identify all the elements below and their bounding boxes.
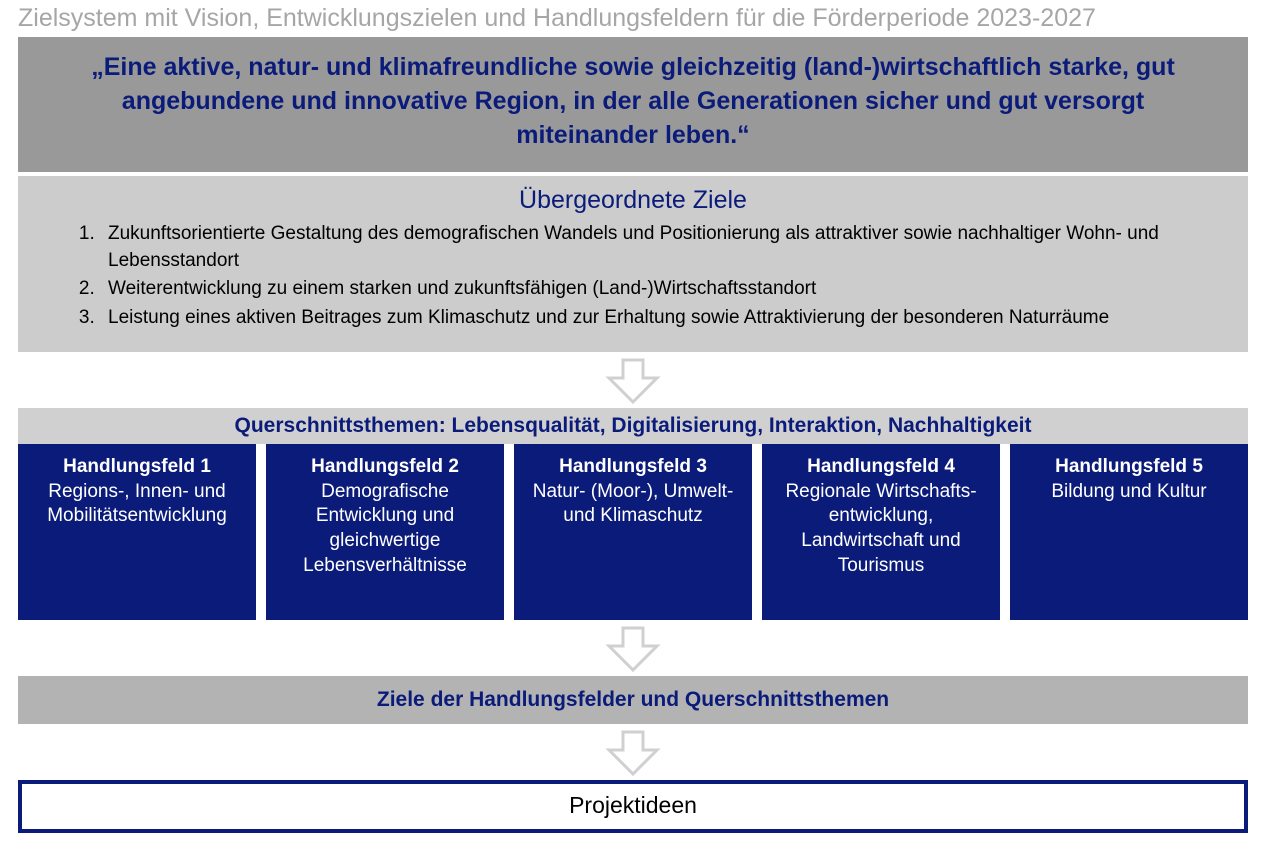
- action-field-1: Handlungsfeld 1 Regions-, Innen- und Mob…: [18, 444, 256, 620]
- action-field-2: Handlungsfeld 2 Demografische Entwicklun…: [266, 444, 504, 620]
- goal-item: Zukunftsorientierte Gestaltung des demog…: [100, 221, 1202, 274]
- field-desc: Natur- (Moor-), Umwelt- und Klimaschutz: [524, 480, 742, 529]
- project-ideas-box: Projektideen: [18, 780, 1248, 833]
- goals-heading: Übergeordnete Ziele: [64, 186, 1202, 215]
- field-title: Handlungsfeld 3: [524, 456, 742, 478]
- vision-text: „Eine aktive, natur- und klimafreundlich…: [58, 51, 1208, 152]
- arrow-down-icon: [18, 626, 1248, 672]
- crosscutting-themes-box: Querschnittsthemen: Lebensqualität, Digi…: [18, 408, 1248, 444]
- action-field-3: Handlungsfeld 3 Natur- (Moor-), Umwelt- …: [514, 444, 752, 620]
- goal-item: Leistung eines aktiven Beitrages zum Kli…: [100, 305, 1202, 332]
- action-fields-row: Handlungsfeld 1 Regions-, Innen- und Mob…: [18, 444, 1248, 620]
- goals-list: Zukunftsorientierte Gestaltung des demog…: [64, 221, 1202, 331]
- arrow-down-icon: [18, 358, 1248, 404]
- field-title: Handlungsfeld 2: [276, 456, 494, 478]
- field-title: Handlungsfeld 1: [28, 456, 246, 478]
- field-title: Handlungsfeld 5: [1020, 456, 1238, 478]
- goal-item: Weiterentwicklung zu einem starken und z…: [100, 276, 1202, 303]
- field-desc: Regions-, Innen- und Mobilitätsentwicklu…: [28, 480, 246, 529]
- action-field-4: Handlungsfeld 4 Regionale Wirtschafts­en…: [762, 444, 1000, 620]
- goals-of-fields-box: Ziele der Handlungsfelder und Querschnit…: [18, 676, 1248, 724]
- field-desc: Demografische Entwicklung und gleichwert…: [276, 480, 494, 579]
- vision-box: „Eine aktive, natur- und klimafreundlich…: [18, 37, 1248, 172]
- field-desc: Regionale Wirtschafts­entwicklung, Landw…: [772, 480, 990, 579]
- field-desc: Bildung und Kultur: [1020, 480, 1238, 505]
- field-title: Handlungsfeld 4: [772, 456, 990, 478]
- action-field-5: Handlungsfeld 5 Bildung und Kultur: [1010, 444, 1248, 620]
- arrow-down-icon: [18, 730, 1248, 776]
- page-title: Zielsystem mit Vision, Entwicklungsziele…: [18, 4, 1248, 33]
- overarching-goals-box: Übergeordnete Ziele Zukunftsorientierte …: [18, 176, 1248, 351]
